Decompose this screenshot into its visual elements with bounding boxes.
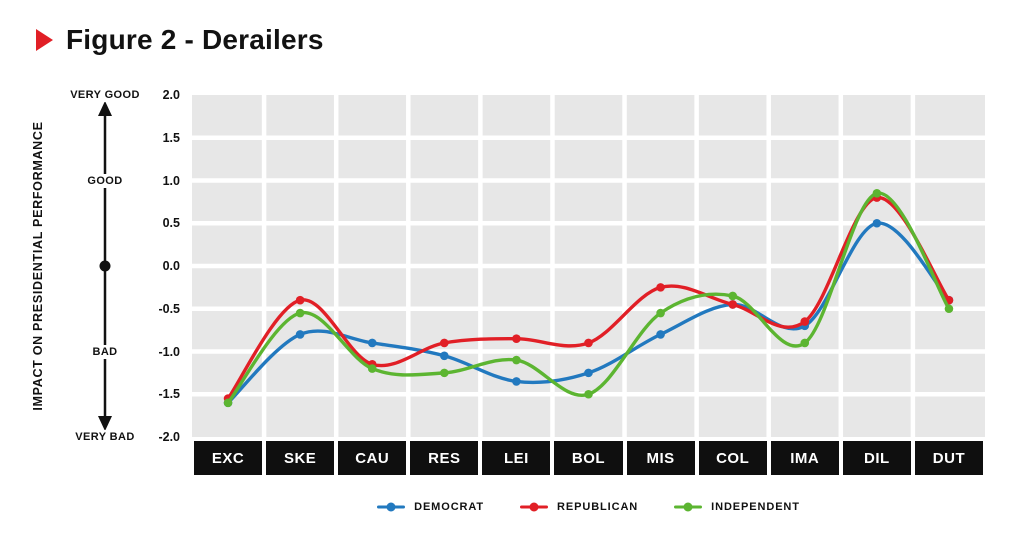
legend: DEMOCRAT REPUBLICAN INDEPENDENT bbox=[192, 501, 985, 513]
y-tick-label: -1.5 bbox=[158, 387, 180, 402]
series-line-democrat bbox=[226, 221, 951, 405]
y-axis-title: IMPACT ON PRESIDENTIAL PERFORMANCE bbox=[31, 121, 45, 411]
legend-marker-icon bbox=[520, 502, 549, 512]
x-category-label-ske: SKE bbox=[266, 441, 335, 475]
x-category-label-dil: DIL bbox=[842, 441, 911, 475]
legend-item-democrat: DEMOCRAT bbox=[377, 501, 484, 513]
data-point-independent bbox=[223, 398, 233, 408]
x-category-label-mis: MIS bbox=[626, 441, 695, 475]
data-point-democrat bbox=[367, 338, 377, 348]
data-point-independent bbox=[728, 291, 737, 301]
y-tick-label: -0.5 bbox=[158, 301, 180, 316]
data-point-republican bbox=[728, 300, 737, 309]
data-point-republican bbox=[440, 338, 449, 348]
data-point-independent bbox=[872, 189, 882, 198]
y-tick-label: 0.5 bbox=[162, 216, 180, 231]
y-tick-label: 2.0 bbox=[162, 88, 180, 102]
y-tick-label: 0.0 bbox=[162, 259, 180, 273]
y-tick-label: 1.0 bbox=[162, 173, 180, 188]
x-category-label-col: COL bbox=[698, 441, 767, 475]
x-category-label-lei: LEI bbox=[482, 441, 551, 475]
data-point-republican bbox=[800, 317, 810, 326]
data-point-democrat bbox=[656, 330, 665, 339]
data-point-democrat bbox=[872, 218, 882, 228]
legend-label: DEMOCRAT bbox=[414, 501, 485, 513]
plot-area bbox=[192, 95, 985, 437]
data-point-independent bbox=[656, 308, 665, 318]
figure-header: Figure 2 - Derailers bbox=[36, 24, 324, 56]
y-axis-annotation: VERY GOOD GOOD BAD VERY BAD bbox=[67, 88, 143, 444]
x-axis-labels: EXC SKE CAU RES LEI BOL MIS COL IMA DIL DUT bbox=[192, 441, 985, 475]
data-point-democrat bbox=[512, 377, 521, 386]
y-tick-label: -1.0 bbox=[158, 344, 180, 359]
arrow-up-icon bbox=[98, 101, 112, 116]
legend-item-republican: REPUBLICAN bbox=[520, 501, 638, 513]
data-point-independent bbox=[512, 355, 521, 365]
x-category-label-exc: EXC bbox=[194, 441, 263, 475]
y-qualitative-label: BAD bbox=[89, 344, 121, 359]
data-point-independent bbox=[295, 308, 305, 318]
data-point-independent bbox=[584, 389, 593, 399]
arrow-down-icon bbox=[98, 416, 112, 431]
legend-item-independent: INDEPENDENT bbox=[674, 501, 800, 513]
x-category-label-dut: DUT bbox=[914, 441, 983, 475]
neutral-dot-icon bbox=[99, 260, 111, 272]
data-point-democrat bbox=[440, 351, 449, 361]
data-point-democrat bbox=[584, 368, 593, 378]
data-point-republican bbox=[512, 334, 521, 343]
data-point-republican bbox=[295, 295, 305, 305]
legend-marker-icon bbox=[377, 502, 406, 512]
title-arrow-icon bbox=[36, 29, 53, 51]
data-point-democrat bbox=[295, 330, 305, 339]
data-point-independent bbox=[800, 338, 810, 348]
data-point-independent bbox=[440, 368, 449, 378]
y-qualitative-label: GOOD bbox=[84, 173, 126, 188]
data-point-independent bbox=[944, 304, 954, 314]
y-qualitative-label: VERY BAD bbox=[72, 430, 138, 444]
legend-label: INDEPENDENT bbox=[711, 501, 800, 513]
legend-marker-icon bbox=[674, 502, 703, 512]
x-category-label-cau: CAU bbox=[338, 441, 407, 475]
x-category-label-res: RES bbox=[410, 441, 479, 475]
data-point-independent bbox=[367, 364, 377, 373]
data-point-republican bbox=[584, 338, 593, 348]
y-tick-label: -2.0 bbox=[158, 430, 180, 444]
legend-label: REPUBLICAN bbox=[557, 501, 639, 513]
data-point-republican bbox=[656, 283, 665, 292]
figure-title: Figure 2 - Derailers bbox=[66, 24, 324, 55]
y-tick-label: 1.5 bbox=[162, 130, 180, 145]
y-qualitative-label: VERY GOOD bbox=[67, 88, 143, 102]
series-line-independent bbox=[226, 191, 951, 405]
x-category-label-ima: IMA bbox=[770, 441, 839, 475]
y-axis-ticks: 2.0 1.5 1.0 0.5 0.0 -0.5 -1.0 -1.5 -2.0 bbox=[144, 88, 180, 444]
x-category-label-bol: BOL bbox=[554, 441, 623, 475]
y-axis-arrow bbox=[98, 101, 112, 431]
